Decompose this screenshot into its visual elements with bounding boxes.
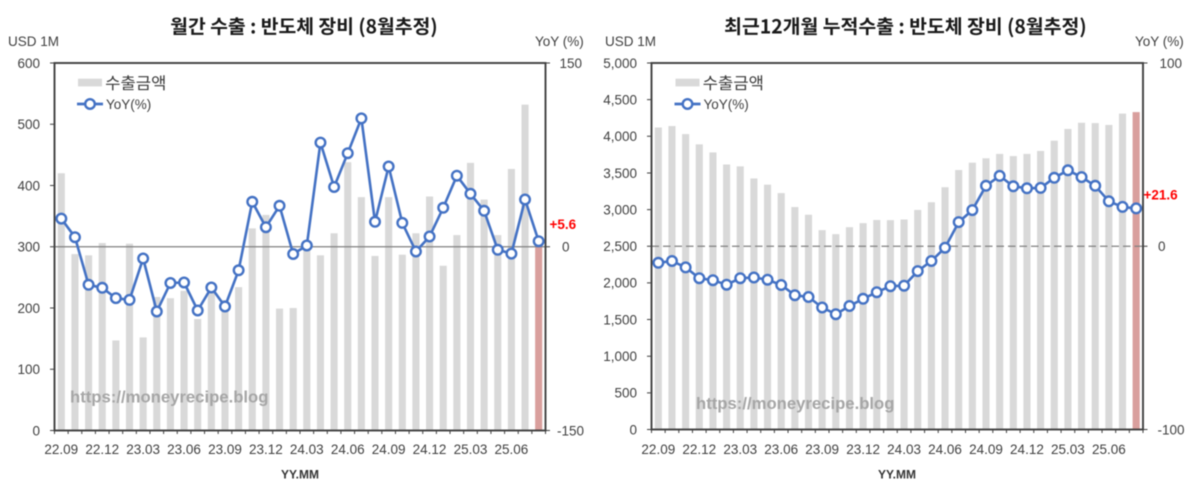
- svg-text:0: 0: [562, 240, 570, 255]
- svg-text:25.06: 25.06: [495, 442, 529, 457]
- svg-text:24.12: 24.12: [1010, 442, 1044, 457]
- svg-text:100: 100: [1160, 56, 1183, 71]
- svg-text:YoY(%): YoY(%): [704, 97, 749, 112]
- svg-text:1,000: 1,000: [603, 349, 637, 364]
- svg-text:0: 0: [1158, 239, 1166, 254]
- svg-text:22.09: 22.09: [641, 442, 675, 457]
- svg-text:23.03: 23.03: [723, 442, 757, 457]
- svg-text:23.09: 23.09: [208, 442, 242, 457]
- svg-text:https://moneyrecipe.blog: https://moneyrecipe.blog: [696, 394, 894, 413]
- svg-text:25.06: 25.06: [1092, 442, 1126, 457]
- svg-text:25.03: 25.03: [454, 442, 488, 457]
- svg-text:-100: -100: [1158, 422, 1185, 437]
- svg-text:4,000: 4,000: [603, 129, 637, 144]
- svg-text:USD 1M: USD 1M: [8, 34, 59, 49]
- svg-text:22.12: 22.12: [682, 442, 716, 457]
- svg-text:+21.6: +21.6: [1144, 188, 1179, 203]
- svg-text:3,000: 3,000: [603, 202, 637, 217]
- svg-text:24.06: 24.06: [331, 442, 365, 457]
- svg-text:400: 400: [17, 178, 40, 193]
- svg-text:YoY (%): YoY (%): [535, 34, 584, 49]
- svg-text:500: 500: [17, 117, 40, 132]
- svg-text:5,000: 5,000: [603, 56, 637, 71]
- svg-text:22.12: 22.12: [85, 442, 119, 457]
- svg-text:24.09: 24.09: [372, 442, 406, 457]
- svg-text:4,500: 4,500: [603, 92, 637, 107]
- svg-text:3,500: 3,500: [603, 166, 637, 181]
- svg-text:24.06: 24.06: [928, 442, 962, 457]
- svg-text:300: 300: [17, 240, 40, 255]
- svg-text:500: 500: [614, 386, 637, 401]
- svg-text:YY.MM: YY.MM: [878, 468, 916, 482]
- svg-text:2,000: 2,000: [603, 276, 637, 291]
- svg-text:-150: -150: [557, 423, 584, 438]
- svg-text:24.12: 24.12: [413, 442, 447, 457]
- svg-text:150: 150: [560, 56, 583, 71]
- svg-text:22.09: 22.09: [44, 442, 78, 457]
- svg-text:23.03: 23.03: [126, 442, 160, 457]
- svg-text:0: 0: [629, 422, 637, 437]
- svg-text:YoY (%): YoY (%): [1135, 34, 1184, 49]
- svg-text:23.09: 23.09: [805, 442, 839, 457]
- svg-text:100: 100: [17, 362, 40, 377]
- svg-text:+5.6: +5.6: [550, 217, 577, 232]
- svg-text:23.06: 23.06: [167, 442, 201, 457]
- svg-text:0: 0: [32, 423, 40, 438]
- svg-text:200: 200: [17, 301, 40, 316]
- svg-text:1,500: 1,500: [603, 312, 637, 327]
- svg-text:24.09: 24.09: [969, 442, 1003, 457]
- svg-text:24.03: 24.03: [887, 442, 921, 457]
- svg-text:23.12: 23.12: [846, 442, 880, 457]
- svg-text:USD 1M: USD 1M: [605, 34, 656, 49]
- svg-text:2,500: 2,500: [603, 239, 637, 254]
- svg-text:25.03: 25.03: [1051, 442, 1085, 457]
- svg-text:YY.MM: YY.MM: [281, 468, 319, 482]
- svg-text:23.06: 23.06: [764, 442, 798, 457]
- svg-text:600: 600: [17, 56, 40, 71]
- svg-text:23.12: 23.12: [249, 442, 283, 457]
- svg-text:24.03: 24.03: [290, 442, 324, 457]
- svg-text:YoY(%): YoY(%): [106, 97, 151, 112]
- svg-text:https://moneyrecipe.blog: https://moneyrecipe.blog: [70, 388, 268, 407]
